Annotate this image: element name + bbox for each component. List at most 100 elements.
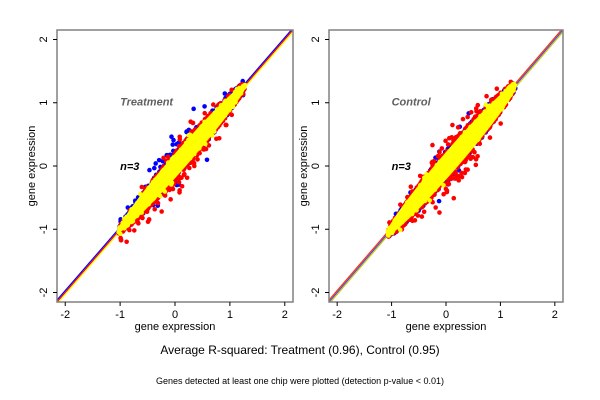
data-point (450, 122, 455, 128)
data-point (233, 91, 238, 97)
data-point (435, 180, 441, 186)
data-point (147, 167, 152, 173)
data-point (495, 102, 501, 107)
x-axis-label: gene expression (135, 321, 216, 333)
data-point (178, 151, 184, 157)
data-point (229, 87, 234, 93)
data-point (437, 210, 442, 215)
data-point (446, 163, 452, 169)
data-point (386, 231, 391, 236)
data-point (476, 136, 481, 142)
y-tick-label: 0 (38, 163, 50, 169)
data-point (157, 193, 163, 199)
x-tick-label: 2 (552, 309, 558, 321)
data-point (142, 195, 147, 200)
data-point (170, 142, 176, 147)
data-point (499, 98, 504, 103)
data-point (424, 172, 429, 177)
data-point (124, 223, 130, 228)
data-point (389, 230, 395, 236)
data-point (494, 86, 500, 92)
data-point (405, 212, 411, 218)
sample-size-label: n=3 (392, 161, 411, 173)
data-point (460, 116, 466, 122)
series-replicate-3 (385, 81, 518, 238)
data-point (404, 200, 410, 205)
data-point (182, 148, 188, 153)
data-point (134, 213, 140, 219)
data-point (209, 133, 215, 138)
data-point (215, 109, 221, 114)
data-point (167, 174, 173, 180)
data-point (440, 168, 446, 174)
plot-area (329, 30, 563, 302)
data-point (135, 208, 141, 214)
data-point (165, 160, 171, 165)
data-point (214, 114, 220, 119)
data-point (504, 88, 509, 94)
data-point (414, 207, 419, 213)
data-point (482, 109, 488, 114)
data-point (419, 214, 425, 219)
data-point (454, 148, 459, 154)
data-point (504, 98, 510, 103)
data-point (184, 129, 189, 135)
data-point (169, 180, 175, 186)
data-point (192, 151, 197, 157)
data-point (511, 88, 516, 93)
data-point (202, 104, 207, 109)
data-point (206, 143, 212, 148)
data-point (174, 170, 180, 175)
data-point (467, 142, 472, 148)
data-point (149, 191, 155, 197)
data-point (447, 168, 452, 173)
x-tick-label: -1 (115, 309, 125, 321)
data-point (204, 120, 210, 126)
x-axis-label: gene expression (406, 321, 487, 333)
data-point (187, 165, 192, 171)
data-point (138, 191, 143, 197)
data-point (213, 123, 219, 129)
data-point (152, 206, 158, 212)
data-point (237, 85, 242, 91)
data-point (409, 211, 415, 217)
data-point (439, 146, 445, 151)
x-tick-label: 1 (227, 309, 233, 321)
data-point (227, 101, 232, 106)
panel-title: Control (392, 96, 432, 108)
data-point (162, 174, 168, 179)
data-point (162, 189, 168, 194)
y-tick-label: 1 (38, 100, 50, 106)
panel-control: -2 -1 0 1 2 -2 -1 0 1 2 gene expression gene expres… (298, 29, 564, 333)
x-tick-label: 1 (497, 309, 503, 321)
data-point (168, 164, 174, 169)
data-point (443, 138, 448, 144)
data-point (487, 135, 493, 140)
data-point (465, 114, 470, 120)
data-point (161, 180, 167, 186)
data-point (399, 218, 405, 224)
data-point (136, 221, 141, 226)
data-point (458, 156, 463, 162)
y-tick-label: -1 (38, 224, 50, 234)
data-point (467, 129, 473, 135)
data-point (139, 184, 145, 190)
y-tick-label: 2 (310, 36, 322, 42)
data-point (429, 179, 434, 185)
data-point (222, 91, 228, 96)
x-tick-label: -2 (60, 309, 70, 321)
detection-footnote: Genes detected at least one chip were pl… (156, 376, 444, 386)
data-point (397, 227, 403, 233)
data-point (468, 110, 474, 115)
data-point (397, 214, 403, 219)
x-tick-label: 0 (172, 309, 178, 321)
y-tick-label: -2 (38, 288, 50, 298)
data-point (158, 172, 163, 178)
x-tick-label: -2 (332, 309, 342, 321)
data-point (183, 140, 189, 146)
data-point (165, 154, 171, 160)
data-point (211, 129, 217, 134)
data-point (184, 175, 190, 181)
r-squared-caption: Average R-squared: Treatment (0.96), Con… (160, 343, 440, 357)
data-point (424, 188, 430, 194)
